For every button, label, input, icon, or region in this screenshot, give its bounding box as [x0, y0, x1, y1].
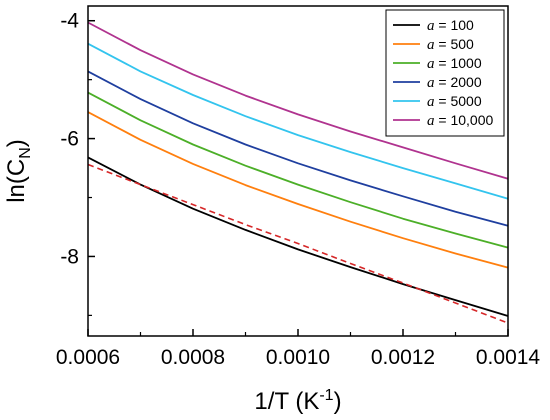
- x-tick-label: 0.0006: [56, 346, 120, 369]
- legend-label: a = 100: [427, 17, 474, 34]
- series-line-1: [87, 111, 509, 269]
- y-axis-title: ln(CN): [3, 139, 34, 203]
- legend-label: a = 1000: [427, 55, 482, 72]
- legend-label: a = 5000: [427, 93, 482, 110]
- plot-frame: [87, 5, 509, 337]
- legend-label: a = 2000: [427, 74, 482, 91]
- y-axis-title-sub: N: [17, 147, 34, 159]
- tick-layer: 0.0006 0.0008 0.0010 0.0012 0.0014 -8 -6 -4: [56, 10, 541, 369]
- series-line-dashed-fit: [87, 163, 509, 324]
- x-tick-label: 0.0012: [371, 346, 435, 369]
- series-layer: [87, 21, 509, 324]
- series-line-3: [87, 70, 509, 227]
- y-tick-label: -6: [60, 128, 79, 151]
- legend-box: [385, 9, 505, 137]
- series-line-2: [87, 91, 509, 249]
- x-tick-label: 0.0008: [161, 346, 225, 369]
- x-tick-label: 0.0014: [476, 346, 541, 369]
- series-line-5: [87, 21, 509, 180]
- x-axis-title-sup: -1: [319, 387, 333, 404]
- x-tick-label: 0.0010: [266, 346, 330, 369]
- series-line-0: [87, 156, 509, 317]
- legend-label: a = 500: [427, 36, 474, 53]
- y-tick-label: -8: [60, 245, 79, 268]
- series-line-4: [87, 42, 509, 200]
- legend-label: a = 10,000: [427, 112, 493, 129]
- legend: a = 100 a = 500 a = 1000 a = 2000 a = 5000 a …: [385, 9, 505, 137]
- x-axis-title: 1/T (K-1): [254, 387, 341, 415]
- y-tick-label: -4: [60, 10, 79, 33]
